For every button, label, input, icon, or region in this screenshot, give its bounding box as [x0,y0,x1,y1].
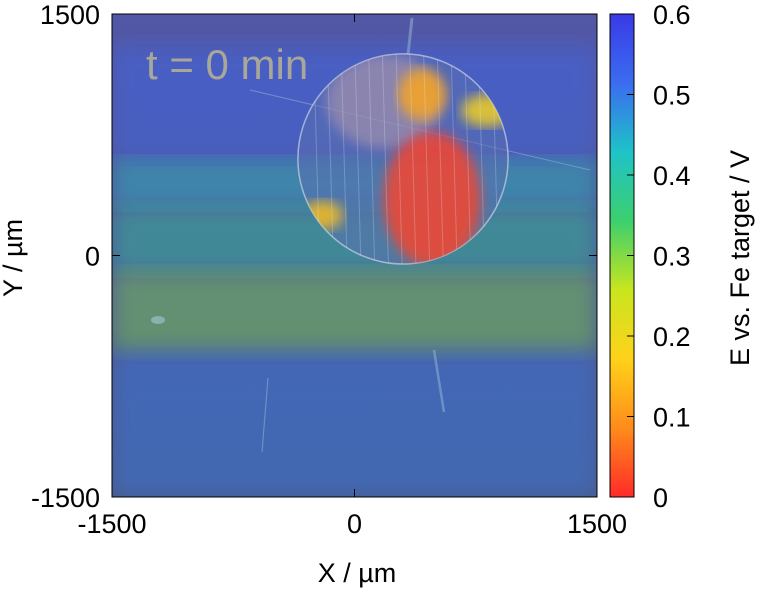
potential-hotspot [383,131,481,264]
speck [151,316,165,324]
polish-line [409,53,417,264]
sample-disk [297,53,509,265]
y-axis-label: Y / µm [0,219,28,297]
x-tick-label: 0 [347,509,362,539]
colorbar-tick-label: 0.2 [653,322,691,352]
polish-line [464,53,472,264]
colorbar-ticks: 0.6 0.5 0.4 0.3 0.2 0.1 0 [627,0,691,513]
plot-area: t = 0 min [111,13,598,498]
polish-line [436,53,444,264]
y-tick-label: -1500 [31,483,100,513]
colorbar-tick-label: 0.1 [653,403,691,433]
scratch-line [261,377,269,453]
polish-line [450,53,458,264]
scratch-line [406,17,414,56]
colorbar-tick-label: 0.5 [653,81,691,111]
scan-band [112,352,597,497]
y-axis: 1500 0 -1500 [31,0,597,513]
polish-line [354,53,362,264]
polish-line [326,53,334,264]
x-axis: -1500 0 1500 [77,14,627,539]
time-annotation: t = 0 min [146,41,308,88]
scan-band [112,271,597,353]
x-tick-label: -1500 [77,509,146,539]
colorbar-tick-label: 0 [653,483,668,513]
colorbar-tick-label: 0.4 [653,161,691,191]
polish-line [368,53,376,264]
x-axis-label: X / µm [318,558,397,588]
potential-hotspot [398,68,447,121]
colorbar-label: E vs. Fe target / V [725,150,755,366]
polish-line [381,53,389,264]
disk-hotspots [301,53,509,264]
colorbar-tick-label: 0.6 [653,0,691,30]
colorbar: 0.6 0.5 0.4 0.3 0.2 0.1 0 E vs. Fe target / V [609,0,755,513]
y-tick-label: 0 [85,242,100,272]
polish-line [423,53,431,264]
colorbar-tick-label: 0.3 [653,242,691,272]
y-tick-label: 1500 [40,0,100,30]
x-tick-label: 1500 [567,509,627,539]
scratch-line [432,349,446,413]
polish-line [395,53,403,264]
polish-line [340,53,348,264]
